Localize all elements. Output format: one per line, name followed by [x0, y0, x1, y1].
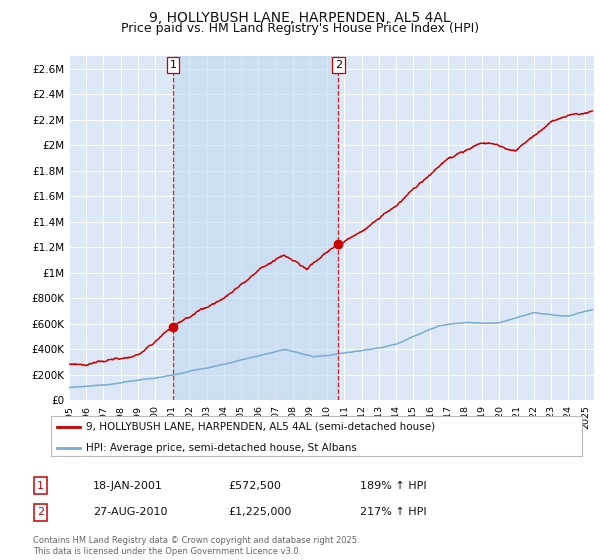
Text: 9, HOLLYBUSH LANE, HARPENDEN, AL5 4AL: 9, HOLLYBUSH LANE, HARPENDEN, AL5 4AL — [149, 11, 451, 25]
Text: 189% ↑ HPI: 189% ↑ HPI — [360, 480, 427, 491]
Text: £1,225,000: £1,225,000 — [228, 507, 292, 517]
Text: 1: 1 — [170, 60, 176, 70]
Text: 217% ↑ HPI: 217% ↑ HPI — [360, 507, 427, 517]
Text: 18-JAN-2001: 18-JAN-2001 — [93, 480, 163, 491]
Text: Price paid vs. HM Land Registry's House Price Index (HPI): Price paid vs. HM Land Registry's House … — [121, 22, 479, 35]
Text: 9, HOLLYBUSH LANE, HARPENDEN, AL5 4AL (semi-detached house): 9, HOLLYBUSH LANE, HARPENDEN, AL5 4AL (s… — [86, 422, 434, 432]
Text: Contains HM Land Registry data © Crown copyright and database right 2025.
This d: Contains HM Land Registry data © Crown c… — [33, 536, 359, 556]
Bar — [173, 56, 338, 400]
Text: 2: 2 — [335, 60, 342, 70]
Text: 2: 2 — [37, 507, 44, 517]
Text: HPI: Average price, semi-detached house, St Albans: HPI: Average price, semi-detached house,… — [86, 442, 356, 452]
Text: £572,500: £572,500 — [228, 480, 281, 491]
Text: 1: 1 — [37, 480, 44, 491]
Text: 27-AUG-2010: 27-AUG-2010 — [93, 507, 167, 517]
